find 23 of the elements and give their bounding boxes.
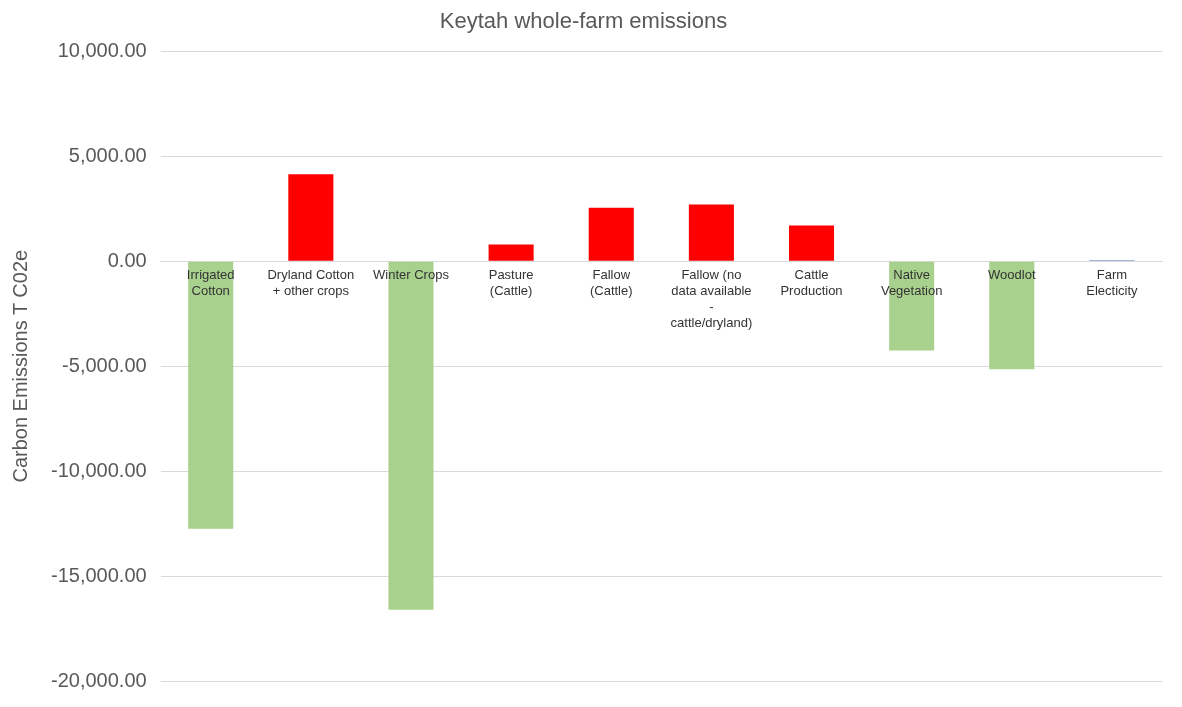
y-tick-label: -15,000.00 (50, 563, 147, 586)
bar (488, 244, 534, 261)
y-tick-label: -10,000.00 (50, 458, 147, 481)
x-tick-label: Pasture (Cattle) (488, 267, 534, 299)
x-tick-label: Irrigated Cotton (186, 267, 235, 299)
bar (788, 225, 835, 261)
x-tick-label: Farm Electicity (1086, 267, 1139, 299)
x-tick-label: Fallow (Cattle) (589, 267, 633, 299)
bar (989, 261, 1035, 370)
y-tick-label: 5,000.00 (68, 143, 147, 166)
bar (588, 207, 634, 261)
x-tick-label: Cattle Production (780, 267, 843, 299)
bar (688, 204, 734, 261)
y-tick-label: 10,000.00 (57, 38, 147, 61)
y-tick-label: 0.00 (107, 248, 147, 271)
x-tick-label: Dryland Cotton + other crops (267, 267, 355, 299)
y-axis-title: Carbon Emissions T C02e (8, 249, 31, 483)
chart-title: Keytah whole-farm emissions (439, 8, 728, 34)
y-tick-label: -5,000.00 (62, 353, 147, 376)
bar (288, 174, 334, 261)
bar (188, 261, 234, 529)
y-tick-label: -20,000.00 (50, 668, 147, 691)
x-tick-label: Fallow (no data available - cattle/dryland) (670, 267, 753, 331)
